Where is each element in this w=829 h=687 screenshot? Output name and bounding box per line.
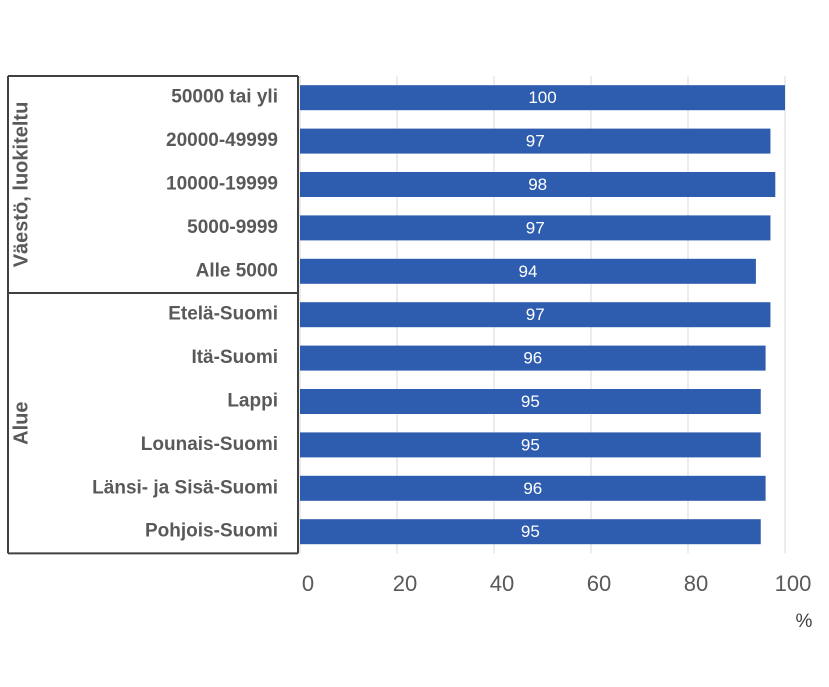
value-label: 97 (526, 132, 545, 151)
x-tick-label: 40 (490, 571, 514, 596)
bar (300, 215, 771, 241)
y-tick-label: Länsi- ja Sisä-Suomi (92, 477, 278, 498)
value-label: 100 (528, 88, 556, 107)
value-label: 98 (528, 175, 547, 194)
bar (300, 172, 776, 197)
bar (300, 432, 761, 458)
y-tick-label: Lounais-Suomi (141, 434, 278, 455)
bar (300, 258, 756, 284)
bar (300, 475, 766, 501)
bar (300, 302, 771, 328)
y-tick-label: 10000-19999 (166, 174, 278, 195)
x-tick-label: 100 (775, 571, 812, 596)
x-tick-label: 20 (393, 571, 417, 596)
y-tick-label: Pohjois-Suomi (145, 521, 278, 542)
y-tick-label: 5000-9999 (187, 217, 278, 238)
bar (300, 389, 761, 414)
value-label: 95 (521, 522, 540, 541)
x-tick-label: 60 (587, 571, 611, 596)
value-label: 94 (518, 262, 537, 281)
y-tick-label: Alle 5000 (196, 260, 278, 281)
bar (300, 128, 771, 154)
group-label: Väestö, luokiteltu (10, 102, 32, 268)
bar (300, 519, 761, 545)
y-tick-label: Itä-Suomi (191, 347, 278, 368)
x-axis-label: % (796, 611, 813, 632)
value-label: 97 (526, 305, 545, 324)
group-label: Alue (10, 402, 32, 445)
value-label: 96 (523, 349, 542, 368)
y-tick-label: Etelä-Suomi (168, 304, 278, 325)
y-tick-label: 50000 tai yli (171, 87, 278, 108)
y-tick-label: Lappi (227, 391, 278, 412)
x-tick-label: 0 (302, 571, 314, 596)
bar (300, 85, 785, 111)
value-label: 96 (523, 479, 542, 498)
value-label: 95 (521, 392, 540, 411)
x-tick-label: 80 (684, 571, 708, 596)
y-tick-label: 20000-49999 (166, 130, 278, 151)
value-label: 97 (526, 218, 545, 237)
value-label: 95 (521, 435, 540, 454)
bar (300, 345, 766, 371)
